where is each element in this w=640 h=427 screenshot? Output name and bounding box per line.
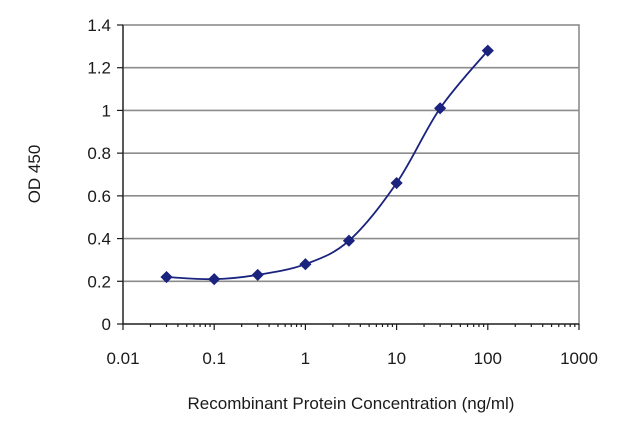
data-point: [342, 234, 355, 247]
x-tick-label: 0.1: [202, 349, 226, 368]
y-tick-label: 1.4: [87, 16, 111, 35]
data-point: [160, 270, 173, 284]
x-axis-title: Recombinant Protein Concentration (ng/ml…: [188, 394, 515, 413]
data-point: [208, 273, 221, 286]
y-tick-label: 1.2: [87, 59, 111, 78]
data-point: [390, 176, 403, 190]
x-tick-label: 100: [474, 349, 502, 368]
y-tick-label: 0.8: [87, 144, 111, 163]
y-tick-label: 0: [102, 315, 111, 334]
tick-labels: 0 0.2 0.4 0.6 0.8 1 1.2 1.4 0.01 0.1 1 10 100 1000: [87, 16, 598, 368]
y-tick-label: 1: [102, 101, 111, 120]
axes: [117, 24, 580, 330]
x-tick-label: 0.01: [106, 349, 139, 368]
gridlines: [123, 66, 579, 283]
series-points: [160, 44, 494, 286]
data-point: [251, 268, 264, 281]
x-tick-label: 10: [387, 349, 406, 368]
y-tick-label: 0.4: [87, 230, 111, 249]
plot-area: [122, 24, 580, 325]
y-tick-label: 0.2: [87, 272, 111, 291]
data-point: [434, 102, 447, 115]
data-point: [299, 258, 312, 271]
y-tick-label: 0.6: [87, 187, 111, 206]
x-tick-label: 1: [301, 349, 310, 368]
y-axis-title: OD 450: [25, 145, 44, 204]
x-tick-label: 1000: [560, 349, 598, 368]
data-point: [481, 44, 494, 57]
